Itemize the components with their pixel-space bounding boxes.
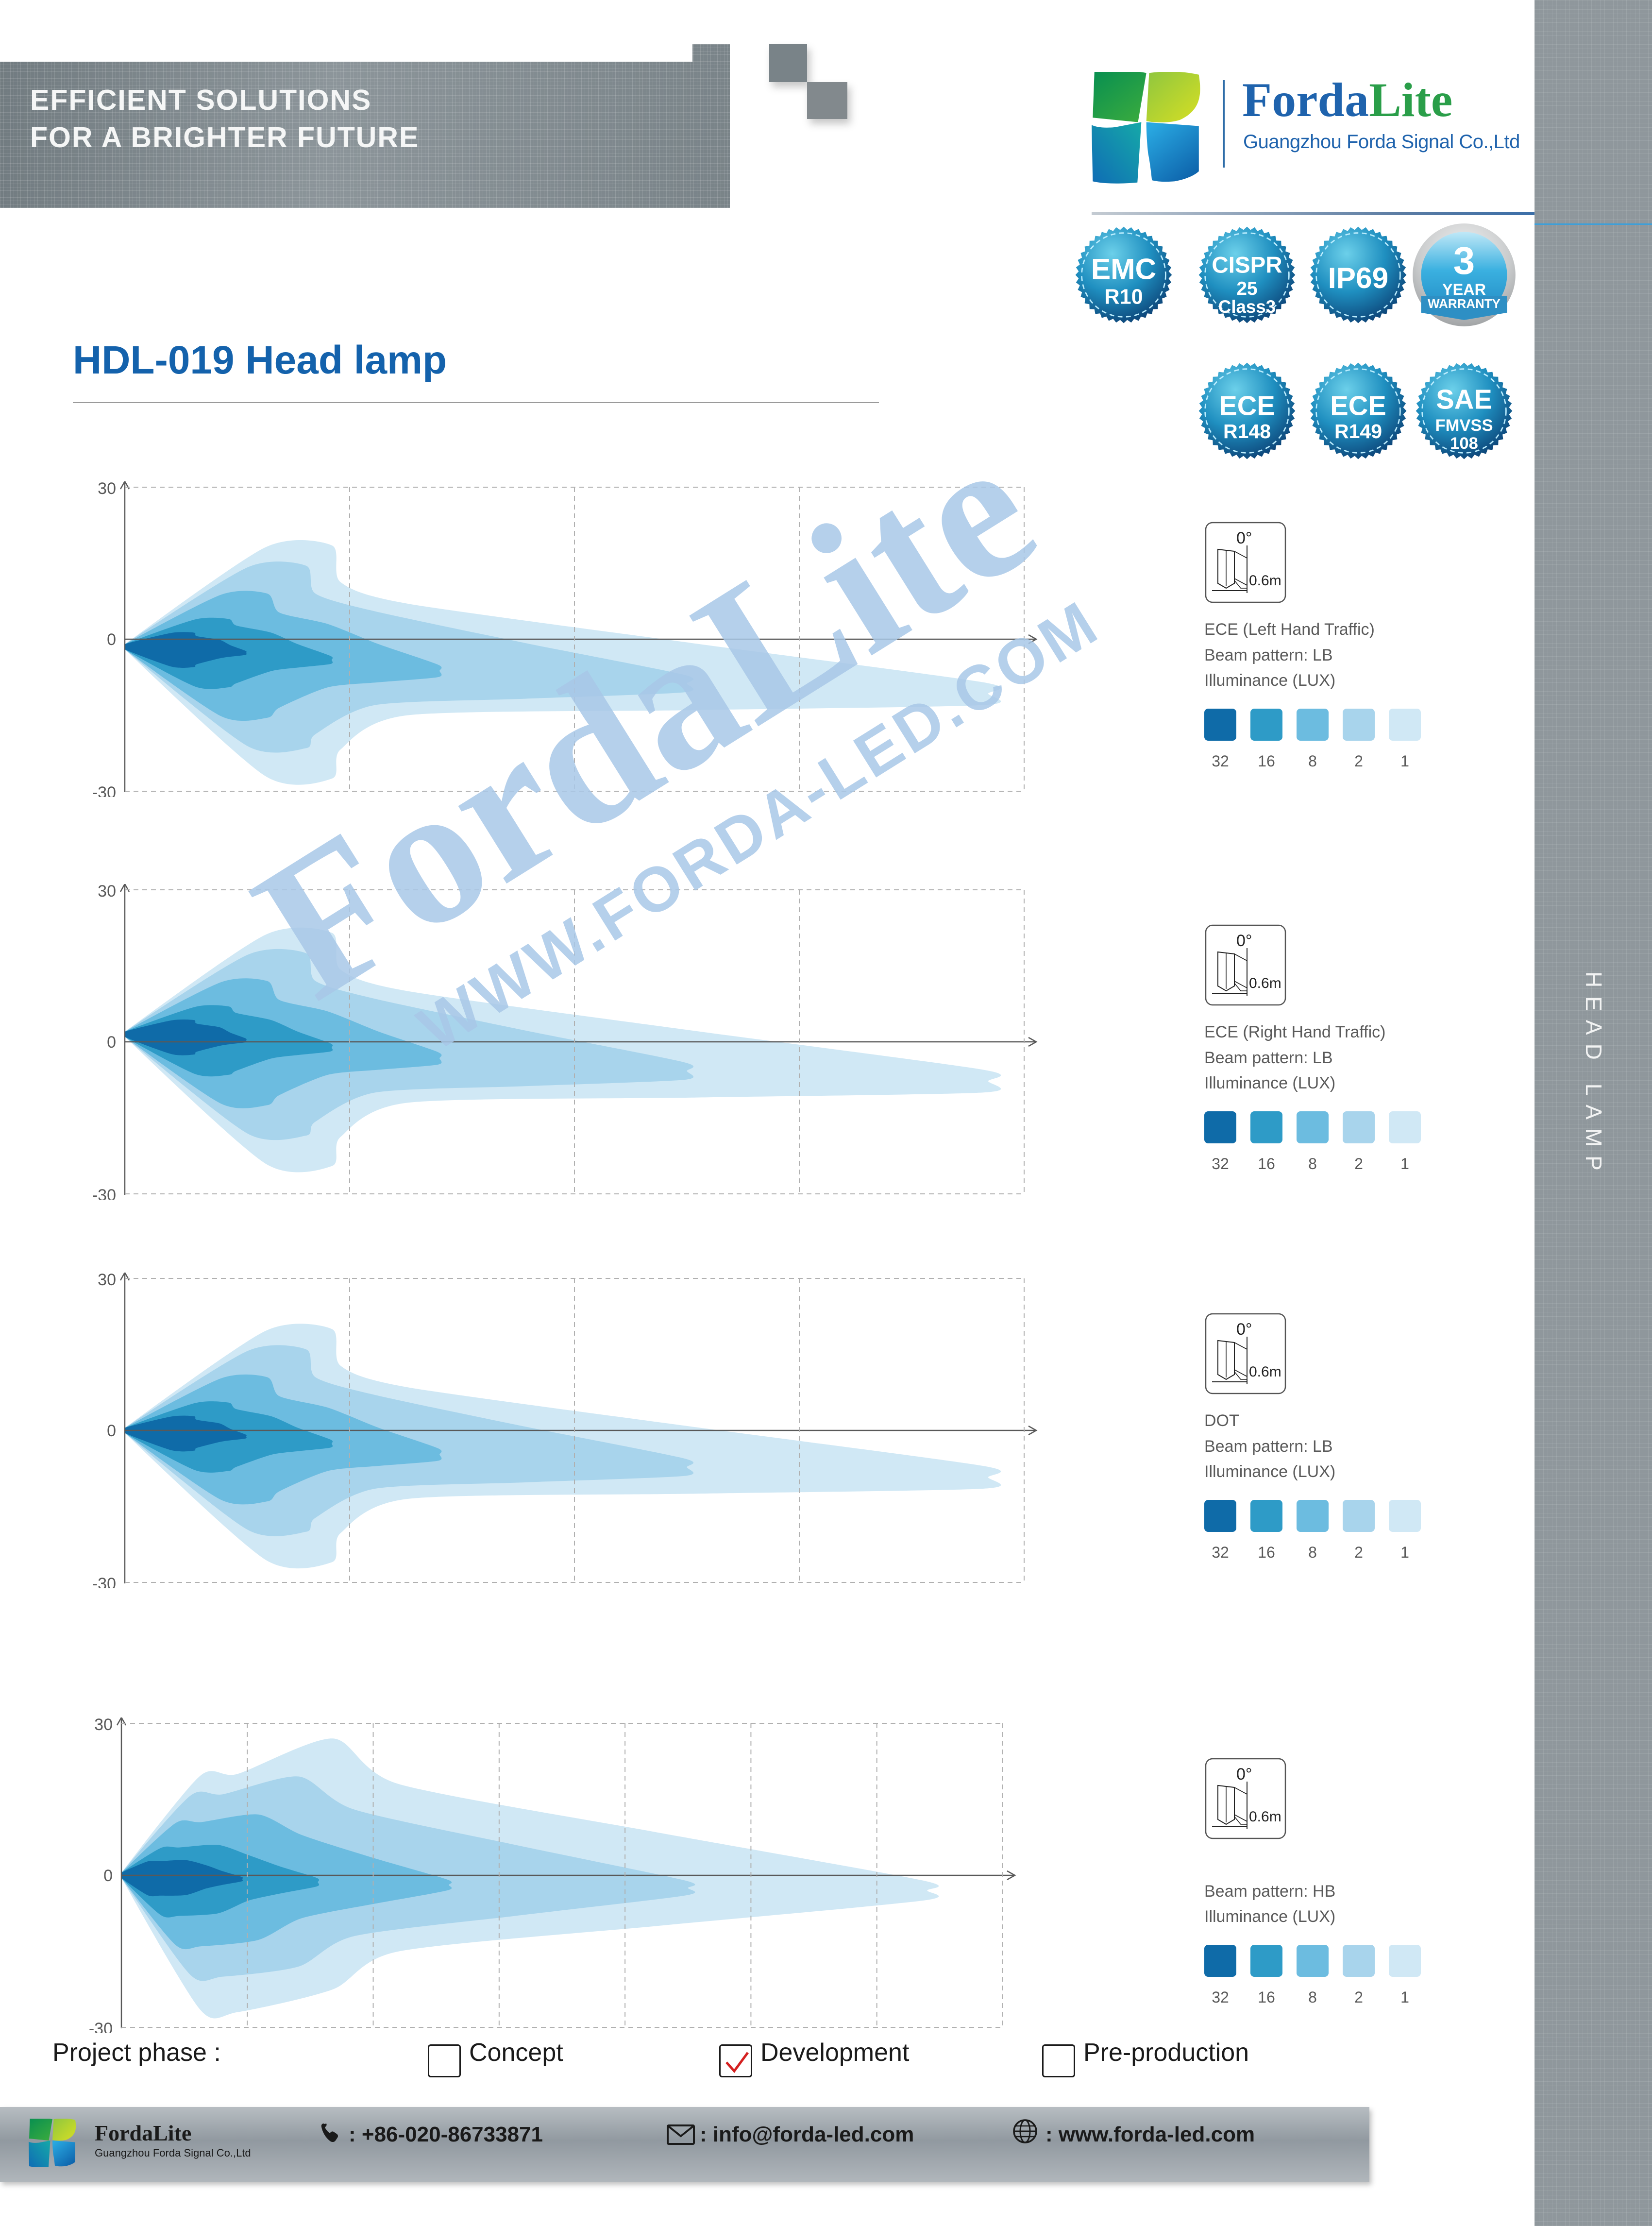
svg-text:0: 0	[103, 1867, 113, 1885]
svg-text:YEAR: YEAR	[1442, 281, 1486, 298]
svg-text:0°: 0°	[1236, 1765, 1252, 1784]
svg-text:-30: -30	[92, 1186, 116, 1200]
svg-text:30: 30	[98, 481, 116, 498]
svg-text:30: 30	[98, 1273, 116, 1289]
svg-text:0.6m: 0.6m	[1249, 1809, 1281, 1825]
svg-text:EMC: EMC	[1091, 253, 1156, 286]
svg-text:ECE: ECE	[1219, 391, 1275, 421]
svg-text:0.6m: 0.6m	[1249, 573, 1281, 589]
svg-text:0°: 0°	[1236, 529, 1252, 547]
svg-text:CISPR: CISPR	[1212, 253, 1282, 278]
svg-text:3: 3	[1453, 239, 1475, 282]
svg-text:-30: -30	[92, 1575, 116, 1588]
svg-text:30: 30	[98, 884, 116, 901]
svg-text:SAE: SAE	[1436, 384, 1492, 415]
svg-text:0.6m: 0.6m	[1249, 1364, 1281, 1380]
svg-text:WARRANTY: WARRANTY	[1428, 297, 1500, 311]
svg-text:ECE: ECE	[1330, 391, 1386, 421]
svg-text:108: 108	[1450, 434, 1478, 453]
svg-text:0.6m: 0.6m	[1249, 975, 1281, 991]
svg-text:0: 0	[107, 630, 116, 649]
svg-text:Class3: Class3	[1218, 297, 1276, 317]
svg-text:0°: 0°	[1236, 1320, 1252, 1339]
svg-text:FMVSS: FMVSS	[1435, 416, 1493, 435]
svg-text:-30: -30	[92, 783, 116, 797]
svg-text:R10: R10	[1104, 285, 1143, 308]
svg-text:25: 25	[1236, 278, 1257, 299]
svg-text:0: 0	[107, 1422, 116, 1440]
svg-text:R148: R148	[1223, 420, 1271, 442]
svg-text:30: 30	[94, 1717, 113, 1734]
svg-text:0: 0	[107, 1033, 116, 1052]
svg-text:R149: R149	[1334, 420, 1382, 442]
svg-text:0°: 0°	[1236, 932, 1252, 950]
svg-text:IP69: IP69	[1328, 261, 1388, 294]
svg-text:-30: -30	[89, 2020, 113, 2033]
